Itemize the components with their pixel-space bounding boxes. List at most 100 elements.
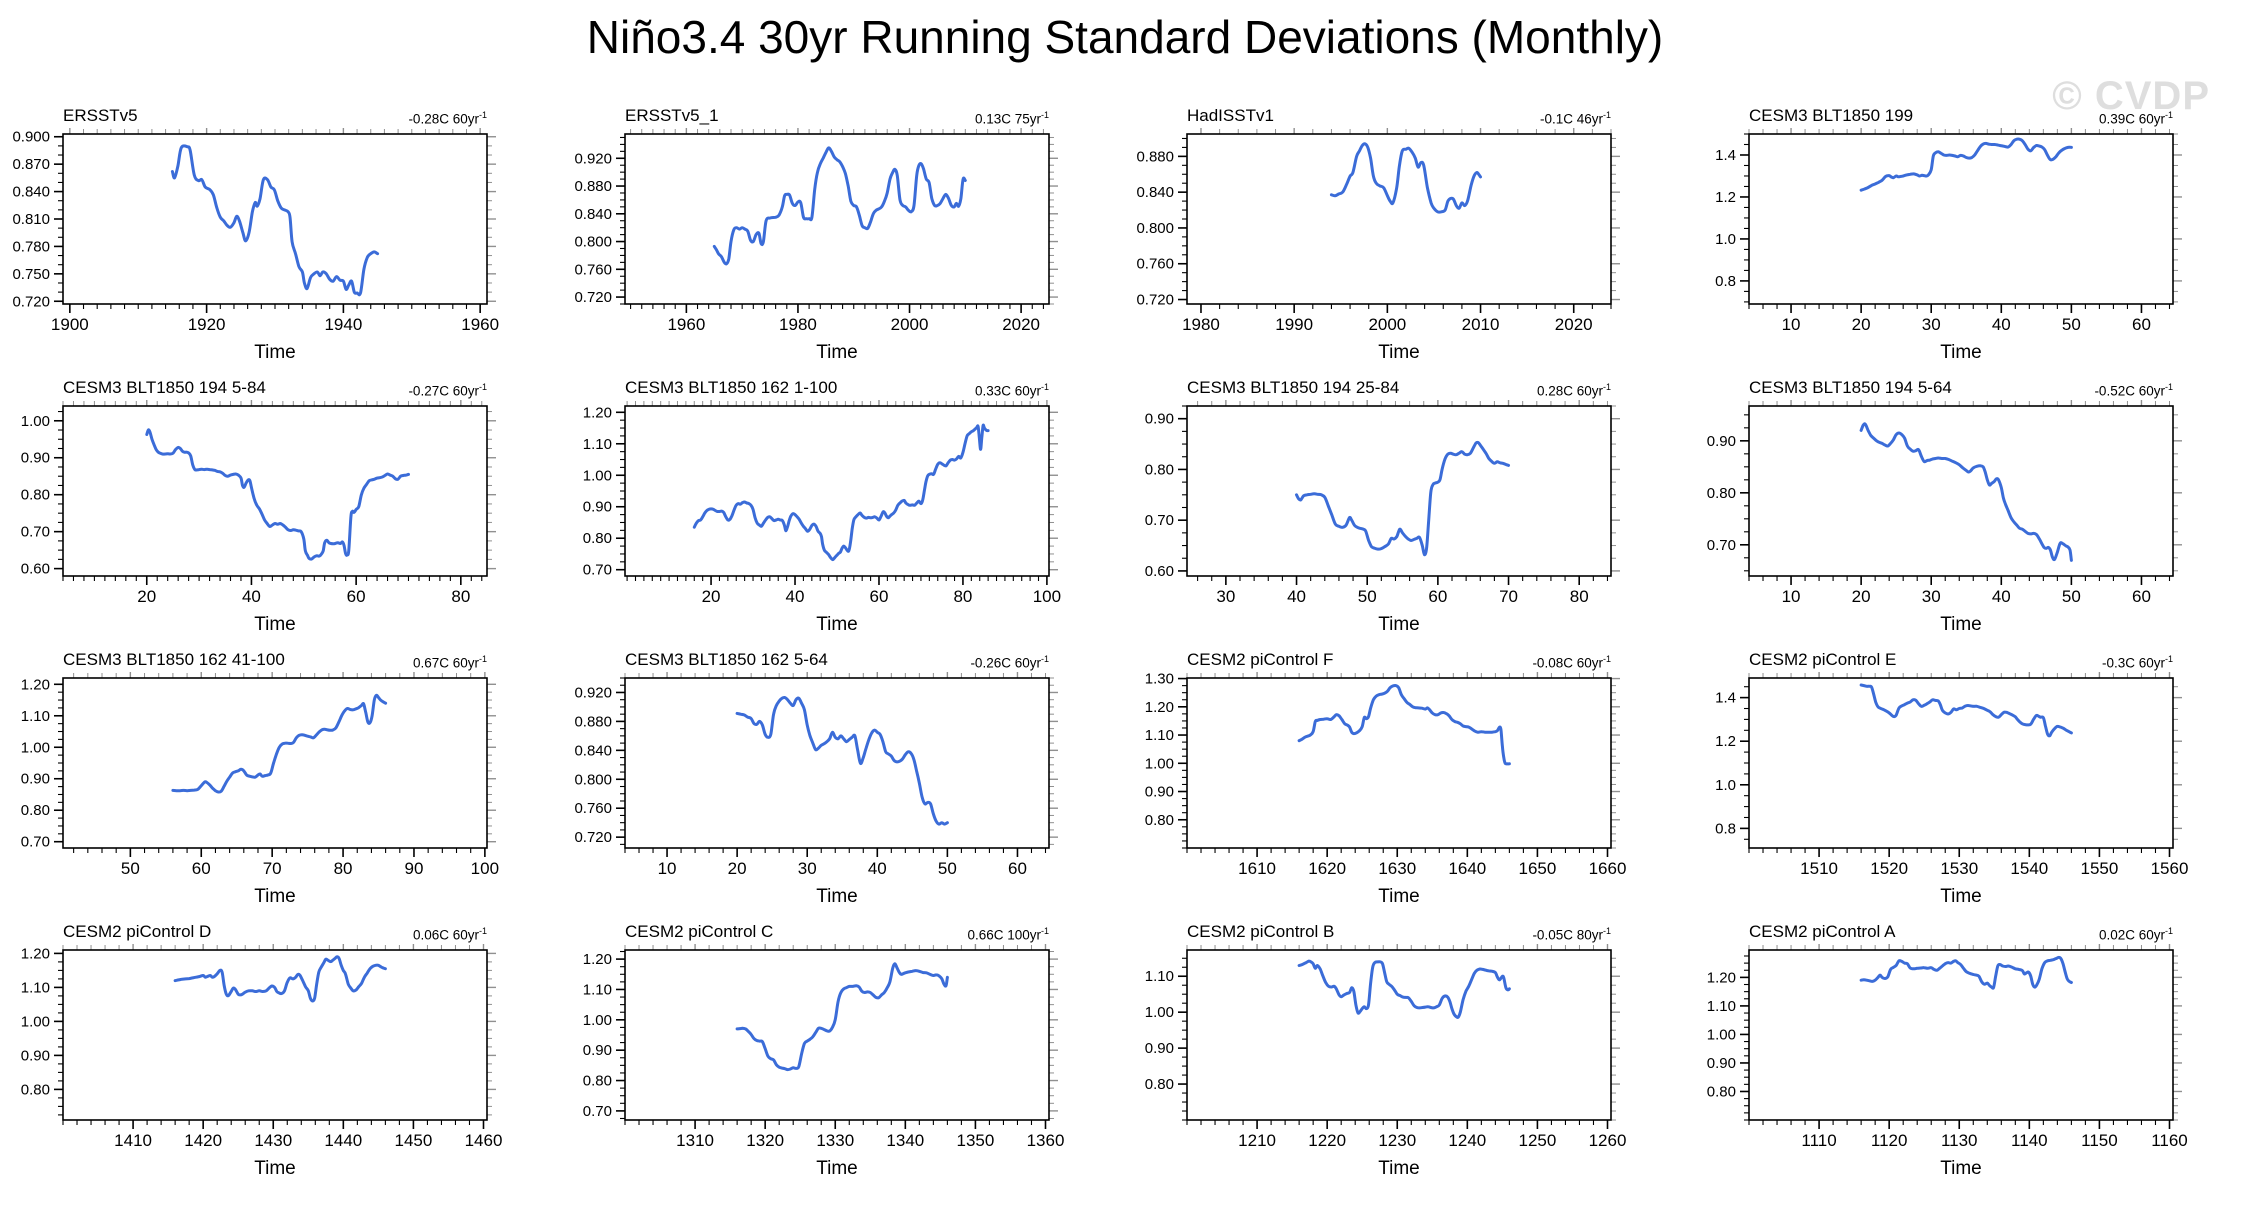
x-tick-label: 50	[2062, 315, 2081, 334]
x-tick-label: 70	[1499, 587, 1518, 606]
y-tick-label: 0.70	[583, 562, 612, 579]
y-tick-label: 1.2	[1715, 189, 1736, 206]
plot-box	[624, 405, 1050, 577]
panel-chart: 20 40 60 80 0.60 0.70 0.80 0.90 1.00 Time	[21, 397, 496, 635]
y-tick-label: 0.8	[1715, 820, 1736, 837]
x-tick-label: 60	[347, 587, 366, 606]
y-tick-label: 0.80	[1707, 1083, 1736, 1100]
y-tick-label: 0.70	[21, 834, 50, 851]
data-line	[171, 693, 388, 794]
x-tick-label: 1150	[2081, 1131, 2118, 1150]
y-tick-label: 0.80	[1145, 461, 1174, 478]
x-tick-label: 10	[1782, 587, 1801, 606]
y-tick-label: 0.90	[1707, 433, 1736, 450]
panel-chart: 20 40 60 80 100 0.70 0.80 0.90 1.00 1.10 1.20 Time	[583, 397, 1061, 635]
x-axis-title: Time	[1378, 1158, 1420, 1179]
panel-title: ERSSTv5	[63, 106, 138, 125]
trend-superscript: -1	[2164, 381, 2173, 392]
y-tick-label: 0.840	[12, 184, 50, 201]
y-tick-label: 0.760	[574, 261, 612, 278]
x-tick-label: 1360	[1027, 1131, 1065, 1150]
panel-chart: 1410 1420 1430 1440 1450 1460 0.80 0.90 1.00 1.10…	[21, 941, 503, 1179]
data-line	[1297, 959, 1511, 1019]
y-tick-label: 0.800	[574, 771, 612, 788]
y-tick-label: 1.00	[1145, 1004, 1174, 1021]
x-tick-label: 40	[1992, 587, 2011, 606]
plot-box	[1186, 405, 1612, 577]
y-tick-label: 1.20	[583, 951, 612, 968]
x-tick-label: 40	[786, 587, 805, 606]
panel-header: CESM3 BLT1850 194 5-84 -0.27C 60yr-1	[1, 374, 563, 400]
x-tick-label: 1980	[779, 315, 817, 334]
plot-box	[1748, 949, 2174, 1121]
trend-superscript: -1	[1602, 653, 1611, 664]
panel-title: CESM2 piControl E	[1749, 650, 1897, 669]
x-tick-label: 50	[121, 859, 140, 878]
x-tick-label: 30	[1922, 587, 1941, 606]
data-line	[735, 695, 949, 826]
panel-title: CESM2 piControl F	[1187, 650, 1334, 669]
y-tick-label: 1.00	[1707, 1026, 1736, 1043]
x-tick-label: 60	[2132, 315, 2151, 334]
trend-superscript: -1	[2164, 109, 2173, 120]
y-tick-label: 1.20	[1707, 969, 1736, 986]
x-tick-label: 80	[953, 587, 972, 606]
data-line	[1859, 137, 2073, 192]
y-tick-label: 0.90	[1145, 1040, 1174, 1057]
x-tick-label: 20	[728, 859, 747, 878]
y-tick-label: 0.90	[1145, 784, 1174, 801]
y-tick-label: 0.80	[21, 1081, 50, 1098]
data-line	[1295, 440, 1510, 557]
plot-box	[1186, 677, 1612, 849]
panel-title: CESM3 BLT1850 162 5-64	[625, 650, 828, 669]
y-tick-label: 0.80	[1145, 1076, 1174, 1093]
panel-header: CESM2 piControl F -0.08C 60yr-1	[1125, 646, 1687, 672]
panel-trend-annotation: -0.28C 60yr-1	[408, 109, 487, 127]
data-line	[1859, 955, 2073, 990]
chart-panel: CESM2 piControl B -0.05C 80yr-1 1210 1220 12…	[1125, 918, 1687, 1190]
x-tick-label: 1640	[1448, 859, 1486, 878]
y-tick-label: 1.20	[21, 676, 50, 693]
y-tick-label: 0.880	[1136, 148, 1174, 165]
plot-box	[624, 949, 1050, 1121]
x-axis-title: Time	[254, 886, 296, 907]
x-tick-label: 1650	[1518, 859, 1556, 878]
panel-trend-annotation: 0.13C 75yr-1	[974, 109, 1049, 127]
y-tick-label: 0.880	[574, 713, 612, 730]
x-tick-label: 1510	[1800, 859, 1838, 878]
panel-header: CESM2 piControl A 0.02C 60yr-1	[1687, 918, 2249, 944]
x-tick-label: 1460	[465, 1131, 503, 1150]
data-line	[1297, 683, 1511, 766]
y-tick-label: 1.10	[1145, 968, 1174, 985]
chart-panel: CESM2 piControl F -0.08C 60yr-1 1610 1620 16…	[1125, 646, 1687, 918]
plot-box	[62, 405, 488, 577]
y-tick-label: 0.80	[21, 487, 50, 504]
data-line	[145, 428, 410, 561]
x-tick-label: 1340	[886, 1131, 924, 1150]
x-tick-label: 2000	[1368, 315, 1406, 334]
y-tick-label: 0.90	[583, 499, 612, 516]
x-tick-label: 80	[451, 587, 470, 606]
y-tick-label: 0.8	[1715, 273, 1736, 290]
panel-header: CESM3 BLT1850 194 5-64 -0.52C 60yr-1	[1687, 374, 2249, 400]
y-tick-label: 0.720	[574, 829, 612, 846]
x-tick-label: 1540	[2010, 859, 2048, 878]
data-line	[1859, 422, 2073, 562]
panel-trend-annotation: 0.33C 60yr-1	[974, 381, 1049, 399]
panel-chart: 1610 1620 1630 1640 1650 1660 0.80 0.90 1.00 1.10…	[1145, 669, 1626, 907]
x-tick-label: 1620	[1308, 859, 1346, 878]
x-tick-label: 40	[242, 587, 261, 606]
y-tick-label: 1.10	[21, 979, 50, 996]
trend-superscript: -1	[1040, 381, 1049, 392]
x-tick-label: 80	[1570, 587, 1589, 606]
y-tick-label: 0.60	[1145, 563, 1174, 580]
x-tick-label: 1310	[676, 1131, 714, 1150]
plot-box	[62, 949, 488, 1121]
x-tick-label: 1320	[746, 1131, 784, 1150]
panel-chart: 1310 1320 1330 1340 1350 1360 0.70 0.80 0.90 1.00…	[583, 941, 1065, 1179]
x-tick-label: 1960	[461, 315, 499, 334]
x-tick-label: 1420	[184, 1131, 222, 1150]
y-tick-label: 1.0	[1715, 231, 1736, 248]
data-line	[692, 423, 990, 562]
data-line	[173, 955, 387, 1003]
